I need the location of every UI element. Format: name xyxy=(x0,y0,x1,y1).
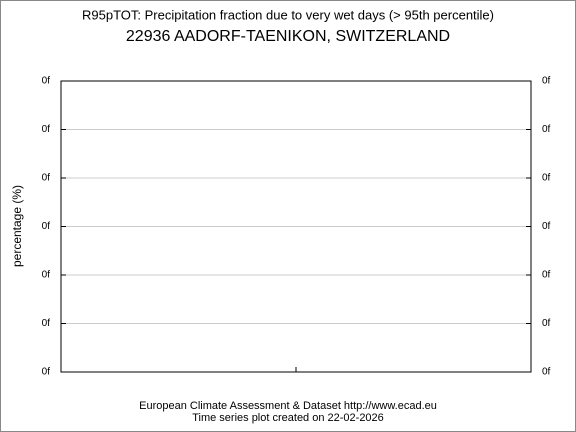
y-tick-label: 0f xyxy=(42,318,51,329)
y-tick-label: 0f xyxy=(42,76,51,87)
footer: Time series plot created on 22-02-2026 xyxy=(192,412,384,424)
y-tick-label: 0f xyxy=(42,124,51,135)
y-tick-label: 0f xyxy=(42,221,51,232)
y2-tick-label: 0f xyxy=(542,221,551,232)
y-tick-label: 0f xyxy=(42,173,51,184)
y-tick-label: 0f xyxy=(42,270,51,281)
chart-subtitle: 22936 AADORF-TAENIKON, SWITZERLAND xyxy=(126,28,450,45)
y2-tick-label: 0f xyxy=(542,270,551,281)
y2-tick-label: 0f xyxy=(542,173,551,184)
y2-tick-label: 0f xyxy=(542,76,551,87)
chart-title: R95pTOT: Precipitation fraction due to v… xyxy=(82,7,494,22)
y-axis-label: percentage (%) xyxy=(10,185,24,267)
y-tick-label: 0f xyxy=(42,367,51,378)
footer: European Climate Assessment & Dataset ht… xyxy=(139,400,437,412)
y2-tick-label: 0f xyxy=(542,318,551,329)
y2-tick-label: 0f xyxy=(542,367,551,378)
y2-tick-label: 0f xyxy=(542,124,551,135)
